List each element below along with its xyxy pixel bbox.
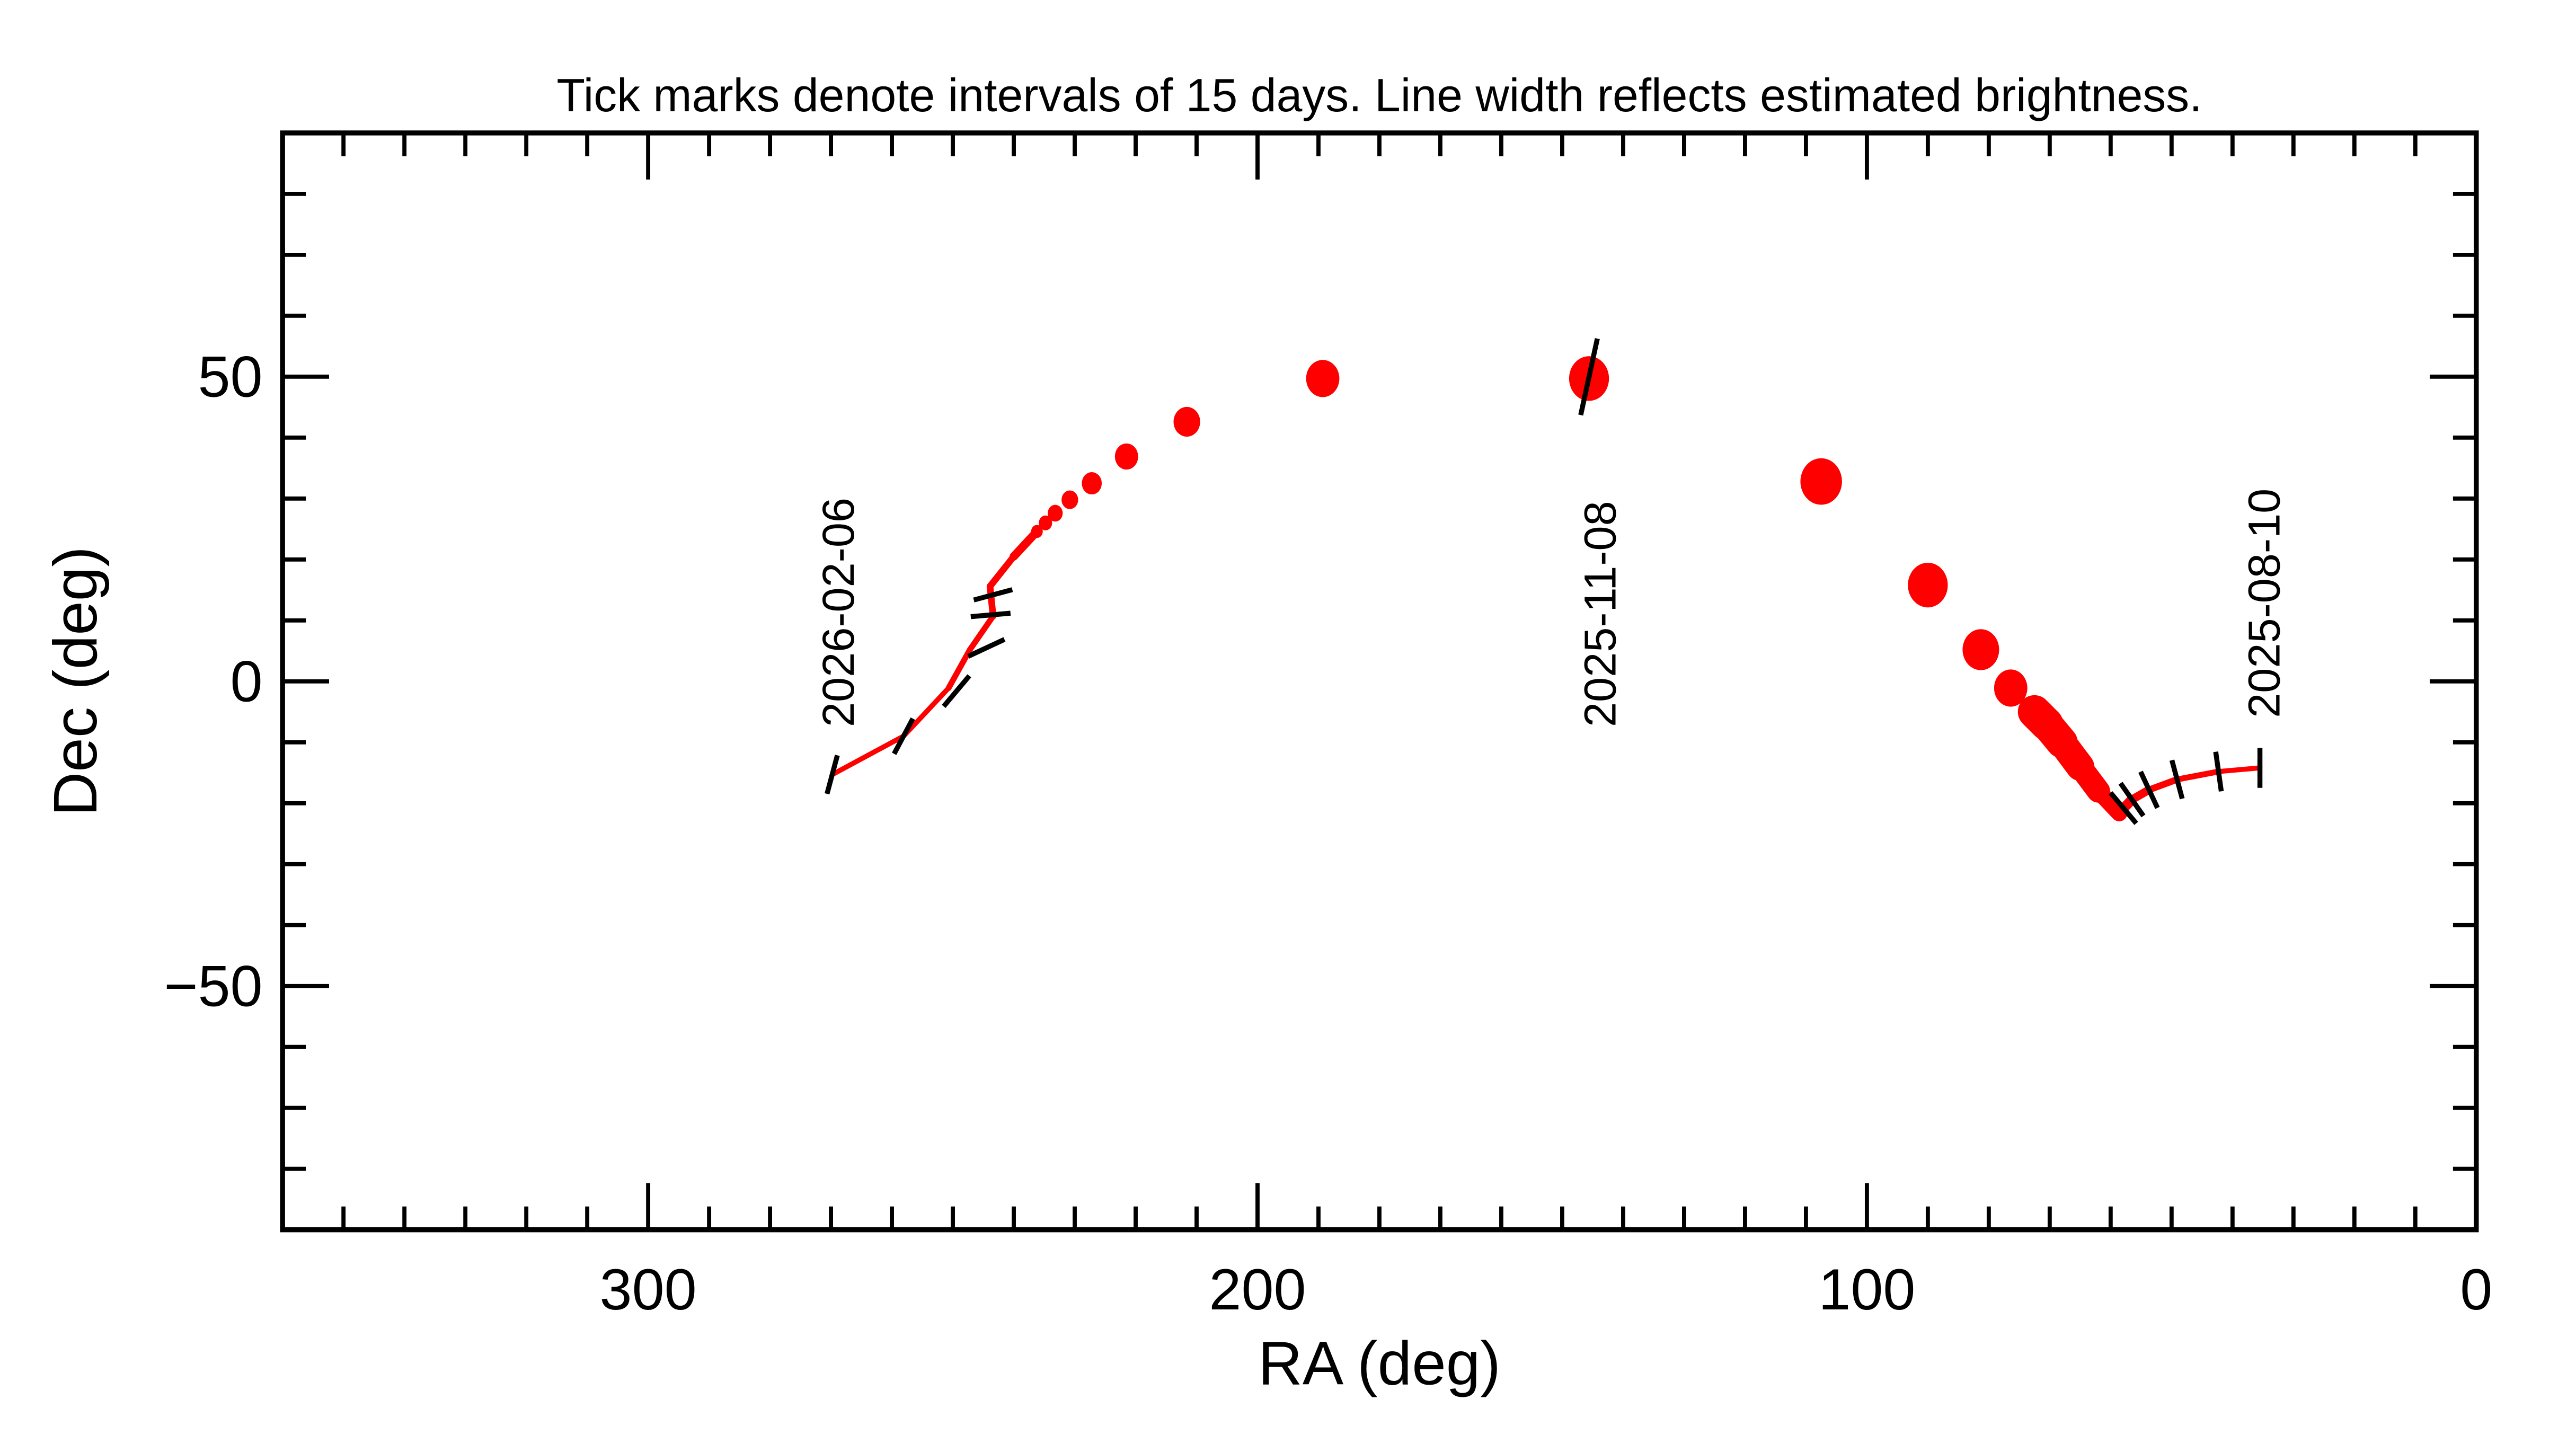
interval-tick (1578, 338, 1600, 416)
brightness-marker (1114, 443, 1138, 470)
x-tick-label: 0 (2460, 1257, 2492, 1322)
interval-tick (2138, 770, 2160, 809)
plot-frame (280, 130, 2479, 1233)
track-segment (2146, 776, 2181, 793)
interval-tick (2118, 782, 2146, 818)
brightness-marker (1061, 490, 1078, 509)
track-segment (2017, 695, 2064, 741)
brightness-marker (1962, 629, 1999, 670)
brightness-marker (1306, 360, 1340, 397)
track-segment (2216, 765, 2263, 774)
y-tick-label: 0 (230, 649, 262, 714)
y-tick-label: −50 (164, 954, 262, 1018)
y-axis-label: Dec (deg) (41, 546, 110, 816)
interval-tick (2109, 791, 2138, 825)
date-label: 2026-02-06 (813, 498, 863, 727)
track-segment (967, 613, 996, 653)
brightness-marker (1031, 525, 1043, 538)
x-axis-label: RA (deg) (1258, 1328, 1501, 1397)
brightness-marker (1173, 406, 1200, 437)
chart-title: Tick marks denote intervals of 15 days. … (556, 69, 2202, 121)
x-tick-label: 200 (1209, 1257, 1306, 1322)
track-segment (829, 733, 906, 777)
brightness-marker (1908, 562, 1948, 608)
x-tick-label: 300 (600, 1257, 697, 1322)
interval-tick (942, 674, 971, 708)
brightness-marker (1800, 458, 1842, 505)
track-segment (986, 553, 1017, 590)
interval-tick (825, 755, 840, 795)
interval-tick (970, 610, 1011, 619)
brightness-marker (1048, 504, 1063, 522)
axis-ticks: 300 200 100 0 −50 0 50 (164, 130, 2492, 1322)
plot-area: 2026-02-06 2025-11-08 2025-08-10 (813, 338, 2289, 825)
interval-tick (2213, 751, 2224, 792)
interval-tick (967, 637, 1006, 659)
y-tick-label: 50 (198, 344, 262, 409)
interval-tick (973, 587, 1013, 603)
brightness-marker (1039, 515, 1052, 530)
track-segment (901, 685, 951, 739)
date-label: 2025-08-10 (2239, 489, 2289, 718)
track-segment (945, 646, 973, 691)
x-tick-label: 100 (1818, 1257, 1915, 1322)
date-label: 2025-11-08 (1574, 501, 1625, 727)
interval-tick (892, 717, 915, 755)
track-segment (2174, 768, 2221, 783)
brightness-marker (1994, 669, 2028, 707)
interval-tick (2169, 759, 2185, 800)
track-segment (986, 583, 997, 620)
brightness-marker (1082, 472, 1102, 495)
